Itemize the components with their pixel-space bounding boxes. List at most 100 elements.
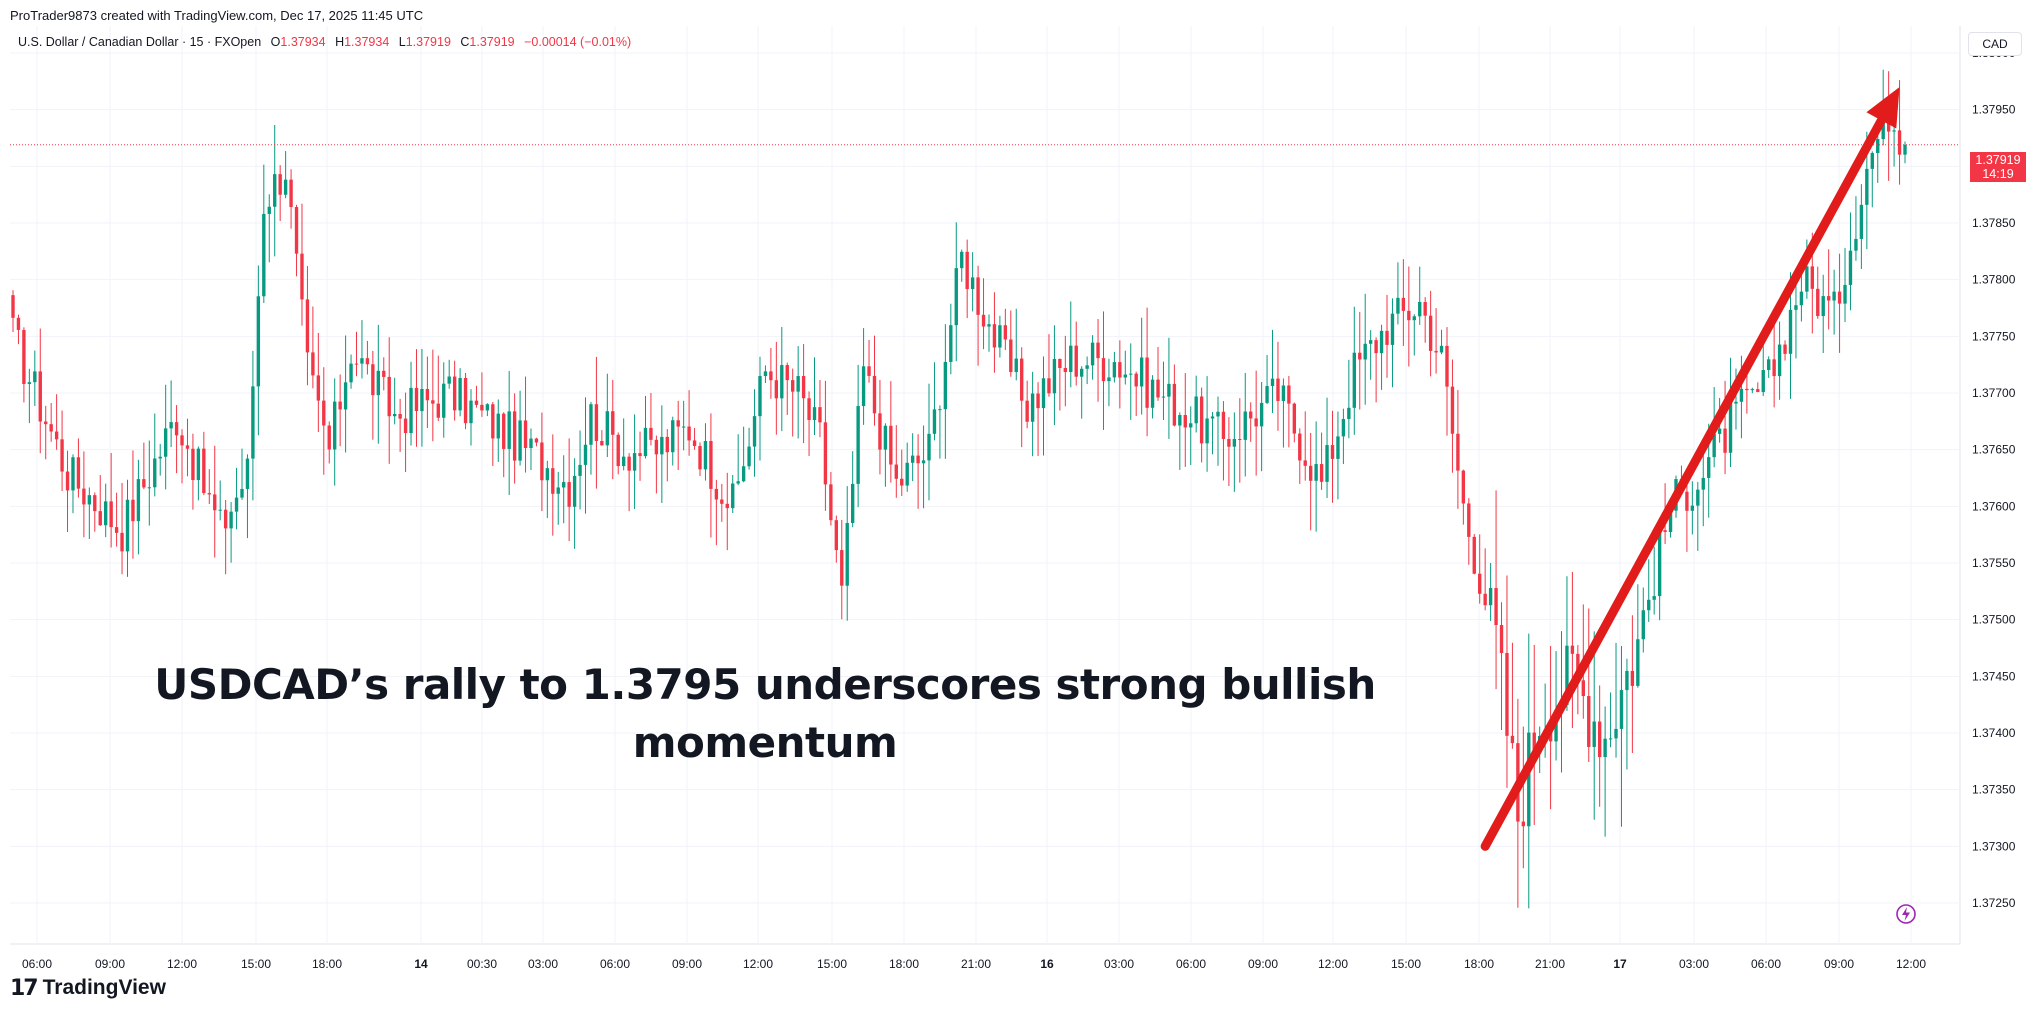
candle-body (529, 438, 533, 449)
candle (611, 379, 615, 480)
high-label: H (335, 35, 345, 49)
candle (1156, 346, 1160, 401)
candle (572, 458, 577, 549)
candle (981, 278, 986, 350)
candle (1859, 184, 1864, 269)
candle-body (638, 453, 642, 457)
candle-body (1167, 383, 1171, 397)
x-tick-label: 09:00 (95, 957, 125, 971)
candle (878, 379, 882, 475)
candle-body (365, 358, 370, 365)
candle-body (1194, 396, 1198, 424)
candle-body (1259, 402, 1264, 427)
candle-body (1576, 653, 1580, 681)
candle-body (1848, 250, 1853, 285)
candle (1112, 351, 1117, 383)
candle-body (196, 448, 201, 481)
x-tick-label: 12:00 (1318, 957, 1348, 971)
candle (698, 442, 702, 476)
candle-body (1570, 645, 1575, 654)
x-tick-label: 18:00 (312, 957, 342, 971)
lightning-icon[interactable] (1895, 903, 1917, 925)
candle (578, 430, 582, 510)
candle-body (850, 483, 855, 523)
candle (1363, 293, 1367, 405)
candle (1030, 371, 1035, 457)
candle (709, 413, 713, 538)
candle (333, 378, 337, 486)
candle-body (1805, 266, 1809, 292)
candle-body (949, 325, 953, 362)
candle (938, 405, 942, 459)
candle-body (267, 206, 271, 214)
candle-body (665, 436, 669, 453)
candle (1210, 411, 1215, 455)
candle (49, 402, 53, 442)
candle-body (1385, 330, 1389, 345)
candle-body (883, 425, 888, 450)
candle-body (452, 376, 457, 411)
x-tick-label: 15:00 (241, 957, 271, 971)
candle (458, 368, 462, 417)
candle (1265, 354, 1269, 405)
candle-body (1112, 362, 1117, 378)
candle-body (1368, 340, 1373, 344)
candle-body (1510, 735, 1515, 744)
candle (1783, 340, 1787, 361)
candle-body (1821, 296, 1825, 317)
candle-body (392, 413, 397, 417)
candle-body (747, 446, 751, 467)
tradingview-logo[interactable]: 17 TradingView (10, 975, 166, 1001)
candle (474, 385, 479, 408)
candle (1423, 297, 1427, 343)
candle-body (316, 375, 321, 401)
candle-body (1761, 370, 1765, 393)
candle-body (1837, 291, 1842, 304)
candle (1494, 490, 1498, 690)
candle (1347, 359, 1351, 439)
candle-body (534, 438, 539, 443)
candle-body (98, 511, 102, 526)
x-tick-label: 03:00 (528, 957, 558, 971)
candle-body (1445, 345, 1449, 387)
candle (1243, 372, 1247, 477)
candle-body (1876, 139, 1880, 153)
candle-body (169, 422, 173, 429)
candle (943, 324, 948, 459)
change-value: −0.00014 (−0.01%) (524, 35, 632, 49)
candle (1205, 376, 1209, 472)
candle-body (861, 366, 866, 407)
time-axis[interactable]: 06:00 09:00 12:00 15:00 18:00 14 00:30 03:00 06:… (22, 957, 1926, 971)
currency-button[interactable]: CAD (1968, 32, 2022, 56)
candle (463, 372, 468, 430)
candle-body (234, 497, 239, 512)
candle (791, 368, 795, 437)
candle-body (54, 431, 59, 440)
candle (1161, 361, 1166, 421)
symbol-name[interactable]: U.S. Dollar / Canadian Dollar · 15 · FXO… (18, 35, 262, 49)
candle (960, 249, 964, 282)
candle-body (496, 413, 500, 439)
candle-body (1467, 503, 1471, 537)
candle (420, 348, 424, 447)
symbol-legend[interactable]: U.S. Dollar / Canadian Dollar · 15 · FXO… (18, 35, 631, 49)
open-value: 1.37934 (280, 35, 326, 49)
candle-body (1308, 465, 1313, 481)
candle-body (1107, 377, 1111, 382)
y-tick-label: 1.37250 (1972, 896, 2016, 910)
candle-body (1418, 302, 1422, 317)
candle-body (801, 376, 806, 399)
candle-body (540, 442, 544, 481)
x-tick-label: 12:00 (167, 957, 197, 971)
candle (780, 327, 784, 432)
candle-body (1079, 368, 1084, 377)
candle-body (1783, 344, 1787, 354)
candle (562, 455, 566, 524)
candle (894, 425, 898, 498)
candle-body (660, 436, 664, 455)
candle (1696, 481, 1700, 551)
candle-body (202, 448, 206, 494)
candle-body (343, 382, 348, 410)
